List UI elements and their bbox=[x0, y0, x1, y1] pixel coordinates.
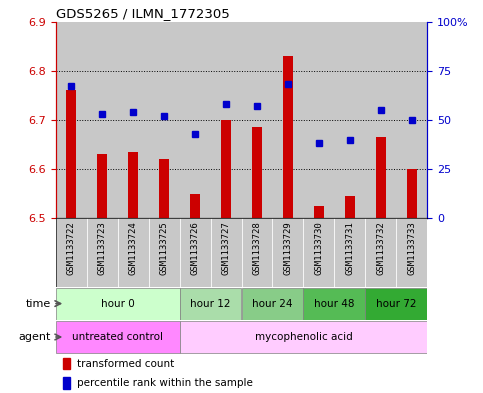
Bar bbox=[303, 288, 366, 320]
Bar bbox=[180, 218, 211, 287]
Text: GSM1133730: GSM1133730 bbox=[314, 221, 324, 275]
Bar bbox=[313, 206, 325, 218]
Bar bbox=[334, 218, 366, 287]
Bar bbox=[272, 22, 303, 218]
Text: GSM1133727: GSM1133727 bbox=[222, 221, 230, 275]
Text: percentile rank within the sample: percentile rank within the sample bbox=[77, 378, 253, 388]
Bar bbox=[407, 169, 417, 218]
Bar bbox=[86, 22, 117, 218]
Bar bbox=[63, 377, 70, 389]
Text: hour 48: hour 48 bbox=[314, 299, 355, 309]
Bar bbox=[86, 218, 117, 287]
Text: hour 0: hour 0 bbox=[100, 299, 134, 309]
Bar bbox=[158, 159, 170, 218]
Bar bbox=[283, 56, 293, 218]
Text: GSM1133728: GSM1133728 bbox=[253, 221, 261, 275]
Bar bbox=[221, 120, 231, 218]
Bar bbox=[56, 218, 86, 287]
Text: GSM1133725: GSM1133725 bbox=[159, 221, 169, 275]
Bar bbox=[252, 127, 262, 218]
Bar bbox=[344, 196, 355, 218]
Bar bbox=[303, 22, 334, 218]
Bar bbox=[242, 22, 272, 218]
Bar bbox=[149, 22, 180, 218]
Bar bbox=[66, 90, 76, 218]
Bar bbox=[180, 288, 242, 320]
Bar bbox=[190, 193, 200, 218]
Bar bbox=[303, 218, 334, 287]
Bar bbox=[211, 218, 242, 287]
Text: agent: agent bbox=[18, 332, 51, 342]
Bar bbox=[272, 218, 303, 287]
Text: time: time bbox=[26, 299, 51, 309]
Bar bbox=[397, 218, 427, 287]
Bar bbox=[128, 152, 139, 218]
Bar bbox=[63, 358, 70, 369]
Text: hour 12: hour 12 bbox=[190, 299, 231, 309]
Bar bbox=[56, 22, 86, 218]
Text: hour 72: hour 72 bbox=[376, 299, 417, 309]
Bar bbox=[376, 137, 386, 218]
Bar bbox=[97, 154, 107, 218]
Text: transformed count: transformed count bbox=[77, 358, 174, 369]
Bar bbox=[211, 22, 242, 218]
Text: GDS5265 / ILMN_1772305: GDS5265 / ILMN_1772305 bbox=[56, 7, 229, 20]
Bar bbox=[242, 218, 272, 287]
Text: GSM1133724: GSM1133724 bbox=[128, 221, 138, 275]
Text: GSM1133723: GSM1133723 bbox=[98, 221, 107, 275]
Bar bbox=[117, 22, 149, 218]
Bar bbox=[180, 321, 427, 353]
Text: GSM1133729: GSM1133729 bbox=[284, 221, 293, 275]
Bar bbox=[242, 288, 303, 320]
Bar bbox=[366, 288, 427, 320]
Text: GSM1133722: GSM1133722 bbox=[67, 221, 75, 275]
Text: GSM1133726: GSM1133726 bbox=[190, 221, 199, 275]
Bar bbox=[397, 22, 427, 218]
Text: mycophenolic acid: mycophenolic acid bbox=[255, 332, 353, 342]
Text: GSM1133731: GSM1133731 bbox=[345, 221, 355, 275]
Text: GSM1133733: GSM1133733 bbox=[408, 221, 416, 275]
Bar bbox=[366, 22, 397, 218]
Bar bbox=[180, 22, 211, 218]
Bar bbox=[366, 218, 397, 287]
Bar bbox=[56, 288, 180, 320]
Bar bbox=[149, 218, 180, 287]
Bar bbox=[117, 218, 149, 287]
Bar bbox=[334, 22, 366, 218]
Text: hour 24: hour 24 bbox=[252, 299, 293, 309]
Text: GSM1133732: GSM1133732 bbox=[376, 221, 385, 275]
Bar bbox=[56, 321, 180, 353]
Text: untreated control: untreated control bbox=[72, 332, 163, 342]
